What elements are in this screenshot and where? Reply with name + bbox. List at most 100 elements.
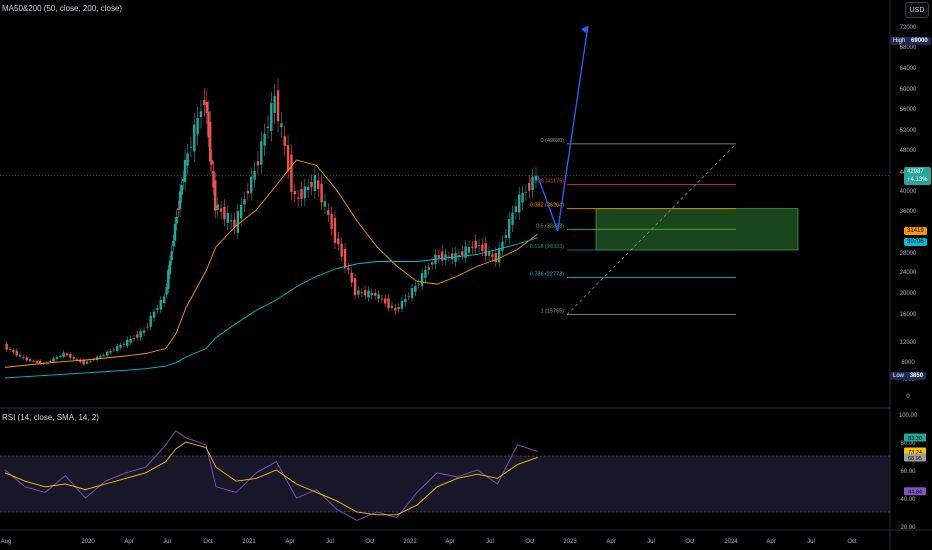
candle-body <box>404 298 407 303</box>
candle-body <box>170 251 173 261</box>
rsi-marker-badge <box>904 433 926 442</box>
candle-body <box>193 124 196 152</box>
price-tick-label: 40000 <box>900 189 917 195</box>
fib-level-label: 0.382 (36264) <box>530 203 564 209</box>
candle-body <box>223 206 226 220</box>
price-tick-label: 68000 <box>900 45 917 51</box>
candle-body <box>207 111 210 137</box>
candle-body <box>208 122 212 162</box>
candle-body <box>62 352 65 357</box>
high-badge: High 69000 <box>890 37 931 45</box>
candle-body <box>12 350 15 353</box>
candle-body <box>172 240 175 247</box>
candle-body <box>363 290 367 296</box>
time-tick-label: Jul <box>807 539 815 545</box>
time-tick-label: Apr <box>445 539 454 545</box>
candle-body <box>168 260 172 275</box>
time-tick-label: Oct <box>847 539 857 545</box>
high-value: 69000 <box>911 38 928 44</box>
candle-body <box>146 326 149 328</box>
candle-body <box>142 330 146 333</box>
candle-body <box>464 246 467 258</box>
candle-body <box>487 251 491 256</box>
price-tick-label: 16000 <box>900 312 917 318</box>
fib-level-label: 0.236 (41179) <box>530 178 564 184</box>
candle-body <box>136 334 139 338</box>
candle-body <box>38 360 42 365</box>
rsi-marker-badge <box>904 487 926 496</box>
candle-body <box>390 305 394 308</box>
price-axis: 7200068000640006000056000520004800044000… <box>900 25 917 400</box>
candle-body <box>116 345 119 351</box>
candle-body <box>186 153 189 166</box>
time-tick-label: 2022 <box>403 539 417 545</box>
time-tick-label: 2021 <box>242 539 256 545</box>
price-tick-label: 24000 <box>900 270 917 276</box>
candle-body <box>461 251 464 256</box>
candle-body <box>5 343 8 350</box>
candle-body <box>400 300 404 309</box>
low-badge: Low 3850 <box>890 372 927 380</box>
price-tick-label: 12000 <box>900 340 917 346</box>
candle-body <box>273 95 276 113</box>
price-series <box>5 77 538 366</box>
candle-body <box>173 223 177 241</box>
price-tick-label: 56000 <box>900 107 917 113</box>
candle-body <box>340 243 343 257</box>
candle-body <box>28 359 32 362</box>
price-tick-label: 0 <box>906 394 910 400</box>
candle-body <box>226 212 229 224</box>
candle-body <box>175 216 178 224</box>
candle-body <box>196 117 199 135</box>
time-tick-label: Oct <box>365 539 375 545</box>
rsi-marker-label: 44.84 <box>908 490 922 496</box>
candle-body <box>239 205 243 219</box>
projection-arrowhead <box>580 26 588 33</box>
fib-retracement: 0 (49020) 0.236 (41179) 0.382 (36264) 0.5 (… <box>530 138 799 316</box>
candle-body <box>212 171 215 188</box>
candle-body <box>333 217 337 243</box>
candle-body <box>471 246 474 248</box>
candle-body <box>343 248 347 269</box>
candle-body <box>165 286 168 295</box>
low-value: 3850 <box>909 373 924 379</box>
candle-body <box>491 254 494 257</box>
candle-body <box>384 298 387 304</box>
candle-body <box>89 360 92 362</box>
candle-body <box>293 191 296 195</box>
candle-body <box>233 219 236 228</box>
candle-body <box>303 186 307 199</box>
time-tick-label: 2023 <box>563 539 577 545</box>
candle-body <box>276 90 280 122</box>
candle-body <box>122 343 126 345</box>
candle-body <box>286 145 290 171</box>
candle-body <box>199 111 203 118</box>
time-tick-label: Jul <box>163 539 171 545</box>
rsi-marker-label: 73.24 <box>908 450 922 456</box>
candle-body <box>280 123 283 128</box>
rsi-marker-badge <box>904 453 926 462</box>
candle-body <box>534 175 538 181</box>
candle-body <box>360 292 363 294</box>
candle-body <box>283 136 286 147</box>
candle-body <box>387 298 390 309</box>
currency-button[interactable]: USD <box>905 2 929 18</box>
candle-body <box>514 206 518 213</box>
time-tick-label: Oct <box>685 539 695 545</box>
ma-indicator-title[interactable]: MA50&200 (50, close, 200, close) <box>2 4 123 13</box>
candle-body <box>310 182 313 188</box>
fib-level-label: 0.5 (32323) <box>536 223 564 229</box>
candle-body <box>52 358 55 362</box>
candle-body <box>132 338 136 340</box>
high-label: High <box>893 38 906 44</box>
rsi-indicator-title[interactable]: RSI (14, close, SMA, 14, 2) <box>2 413 99 422</box>
candle-body <box>296 197 300 199</box>
projection-path <box>537 25 589 232</box>
candle-body <box>246 190 250 194</box>
candle-body <box>377 294 380 299</box>
time-axis: Aug 2020 Apr Jul Oct 2021 Apr Jul Oct 2022 Apr Jul O… <box>1 539 857 545</box>
price-tick-label: 36000 <box>900 209 917 215</box>
candle-body <box>149 315 152 327</box>
candle-body <box>219 208 223 212</box>
